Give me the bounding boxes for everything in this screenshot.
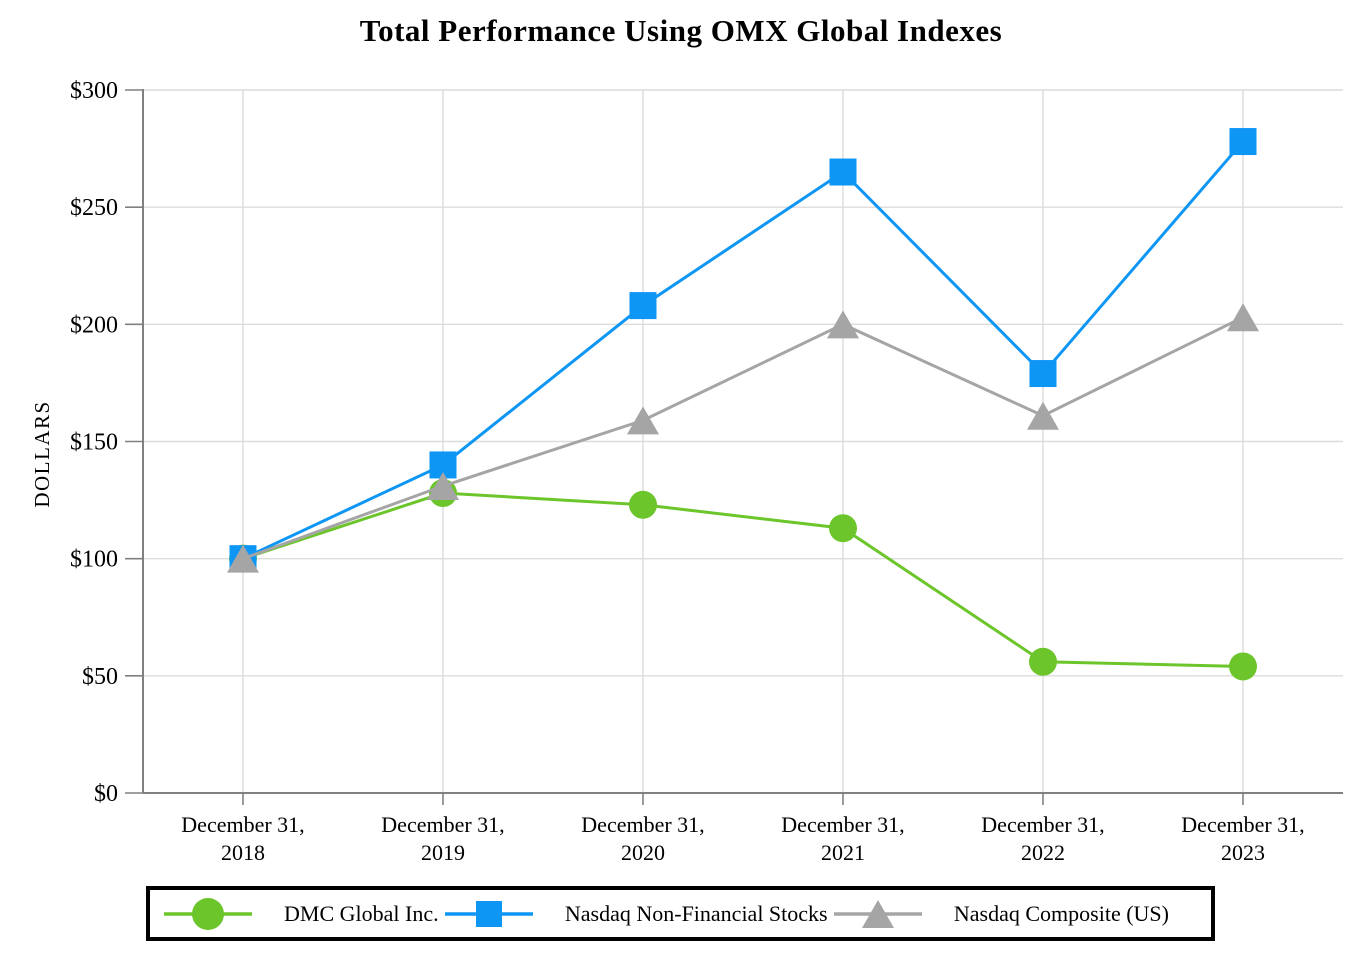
x-tick-label: December 31, 2022: [981, 812, 1104, 865]
circle-legend-marker-icon: [164, 897, 252, 930]
marker-circle-dmc-global-inc: [629, 490, 657, 519]
y-tick-label: $50: [82, 664, 118, 690]
y-axis-title: DOLLARS: [30, 400, 54, 508]
x-tick-label: December 31, 2023: [1181, 812, 1304, 865]
legend-entry-nasdaq-non-financial-stocks: Nasdaq Non-Financial Stocks: [443, 897, 828, 931]
y-tick-label: $0: [94, 781, 118, 807]
marker-square-nasdaq-non-financial-stocks: [1229, 128, 1257, 156]
marker-circle-dmc-global-inc: [1229, 652, 1257, 681]
series-line-nasdaq-non-financial-stocks: [242, 140, 1245, 561]
series-line-nasdaq-composite-us: [242, 315, 1244, 561]
y-tick-label: $250: [70, 195, 118, 221]
marker-triangle-nasdaq-composite-us: [627, 406, 659, 435]
legend-label: Nasdaq Composite (US): [953, 900, 1169, 926]
marker-square-nasdaq-non-financial-stocks: [829, 158, 857, 186]
marker-square-nasdaq-non-financial-stocks: [1029, 360, 1057, 388]
legend: DMC Global Inc. Nasdaq Non-Financial Stoc…: [146, 886, 1215, 941]
legend-label: DMC Global Inc.: [284, 900, 439, 926]
chart-title: Total Performance Using OMX Global Index…: [359, 13, 1003, 48]
marker-square-nasdaq-non-financial-stocks: [629, 292, 657, 320]
y-tick-label: $150: [70, 430, 118, 456]
x-tick-label: December 31, 2020: [581, 812, 704, 865]
triangle-legend-marker-icon: [833, 899, 922, 928]
series-line-dmc-global-inc: [242, 491, 1244, 668]
x-tick-label: December 31, 2019: [381, 812, 504, 865]
marker-circle-dmc-global-inc: [1029, 647, 1057, 676]
y-tick-label: $200: [70, 312, 118, 338]
marker-triangle-nasdaq-composite-us: [427, 472, 459, 501]
y-tick-label: $300: [70, 78, 118, 104]
square-legend-marker-icon: [444, 900, 533, 927]
x-tick-label: December 31, 2021: [781, 812, 904, 865]
legend-entry-dmc-global-inc: DMC Global Inc.: [162, 897, 439, 931]
legend-label: Nasdaq Non-Financial Stocks: [564, 900, 828, 926]
marker-triangle-nasdaq-composite-us: [1227, 303, 1259, 332]
marker-triangle-nasdaq-composite-us: [227, 544, 259, 573]
marker-circle-dmc-global-inc: [829, 514, 857, 543]
marker-triangle-nasdaq-composite-us: [1027, 401, 1059, 430]
marker-triangle-nasdaq-composite-us: [827, 310, 859, 339]
y-tick-label: $100: [70, 547, 118, 573]
legend-entry-nasdaq-composite-us: Nasdaq Composite (US): [832, 897, 1169, 931]
x-tick-label: December 31, 2018: [181, 812, 304, 865]
